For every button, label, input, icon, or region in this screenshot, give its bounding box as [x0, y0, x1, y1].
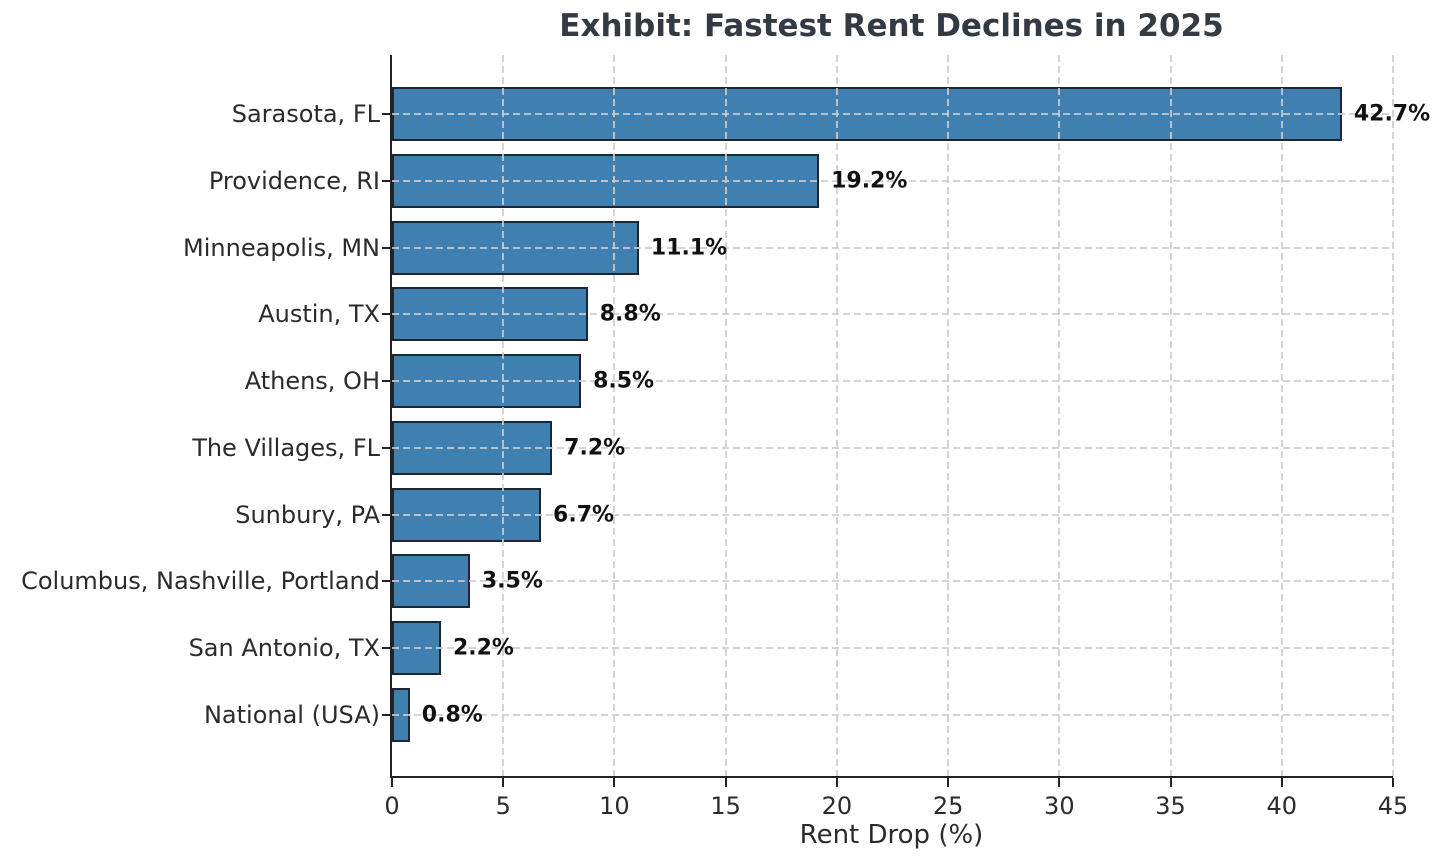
x-tick-mark: [947, 778, 950, 787]
x-tick-label: 20: [821, 792, 853, 820]
x-tick-mark: [502, 778, 505, 787]
h-gridline: [392, 713, 1393, 716]
value-label: 7.2%: [564, 435, 626, 461]
x-tick-mark: [835, 778, 838, 787]
bar-row: Providence, RI 19.2%: [209, 148, 1393, 215]
x-tick-label: 30: [1044, 792, 1075, 820]
x-tick-mark: [1058, 778, 1061, 787]
bar-row: National (USA) 0.8%: [204, 681, 1393, 748]
y-tick-mark: [382, 113, 390, 116]
value-label: 3.5%: [481, 568, 543, 594]
x-axis: 0 5 10 15 20 25 30 35 40 45: [384, 778, 1408, 838]
value-label: 2.2%: [452, 635, 514, 661]
x-tick-label: 35: [1155, 792, 1186, 820]
y-tick-mark: [382, 580, 390, 583]
bar: [392, 620, 441, 675]
x-tick-label: 40: [1266, 792, 1298, 820]
category-label: Sarasota, FL: [231, 100, 380, 129]
x-axis-label: Rent Drop (%): [799, 820, 984, 850]
bar: [392, 687, 410, 742]
x-tick-mark: [1392, 778, 1394, 787]
bar: [392, 420, 553, 475]
value-label: 0.8%: [421, 702, 483, 728]
bar-row: Sarasota, FL 42.7%: [232, 81, 1430, 148]
chart-title: Exhibit: Fastest Rent Declines in 2025: [559, 8, 1224, 44]
bar-row: The Villages, FL 7.2%: [192, 415, 1393, 482]
x-tick-label: 15: [710, 792, 741, 820]
x-tick-label: 45: [1377, 792, 1409, 820]
bar-row: Athens, OH 8.5%: [245, 348, 1393, 415]
y-tick-mark: [382, 646, 390, 649]
bar: [392, 554, 470, 609]
bar: [392, 287, 588, 342]
value-label: 11.1%: [650, 235, 728, 261]
x-tick-mark: [391, 778, 393, 787]
plot-area: Sarasota, FL 42.7% Providence, RI 19.2% Minn…: [21, 55, 1430, 820]
category-label: Columbus, Nashville, Portland: [21, 567, 380, 596]
category-label: Athens, OH: [244, 367, 380, 396]
bar-row: Columbus, Nashville, Portland 3.5%: [21, 548, 1393, 615]
h-gridline: [392, 513, 1393, 516]
value-label: 19.2%: [831, 168, 908, 194]
value-label: 42.7%: [1353, 101, 1431, 127]
y-tick-mark: [382, 446, 390, 449]
value-label: 6.7%: [553, 502, 615, 528]
category-label: Minneapolis, MN: [183, 233, 380, 262]
bar: [392, 354, 582, 409]
y-tick-mark: [382, 380, 390, 383]
category-label: Sunbury, PA: [235, 500, 380, 529]
y-tick-mark: [382, 713, 390, 716]
bar-row: Austin, TX 8.8%: [258, 281, 1393, 348]
x-tick-mark: [613, 778, 616, 787]
h-gridline: [392, 646, 1393, 649]
bar-row: Sunbury, PA 6.7%: [235, 481, 1393, 548]
x-tick-label: 5: [495, 792, 511, 820]
category-label: Providence, RI: [208, 167, 380, 196]
y-tick-mark: [382, 313, 390, 316]
value-label: 8.5%: [593, 368, 655, 394]
y-tick-mark: [382, 513, 390, 516]
bar: [392, 220, 639, 275]
x-tick-label: 10: [599, 792, 630, 820]
bar-row: Minneapolis, MN 11.1%: [183, 214, 1393, 281]
bar: [392, 154, 820, 209]
bar: [392, 487, 542, 542]
y-tick-mark: [382, 180, 390, 183]
bar-row: San Antonio, TX 2.2%: [189, 615, 1393, 682]
x-tick-mark: [724, 778, 727, 787]
category-label: Austin, TX: [258, 300, 380, 329]
bar-rows: Sarasota, FL 42.7% Providence, RI 19.2% Minn…: [21, 81, 1430, 748]
x-tick-mark: [1169, 778, 1172, 787]
bar: [392, 87, 1342, 142]
x-tick-label: 25: [932, 792, 964, 820]
category-label: National (USA): [203, 700, 380, 729]
category-label: San Antonio, TX: [188, 633, 380, 662]
category-label: The Villages, FL: [192, 433, 380, 462]
value-label: 8.8%: [599, 301, 661, 327]
x-tick-mark: [1280, 778, 1283, 787]
x-tick-label: 0: [384, 792, 400, 820]
y-tick-mark: [382, 246, 390, 249]
